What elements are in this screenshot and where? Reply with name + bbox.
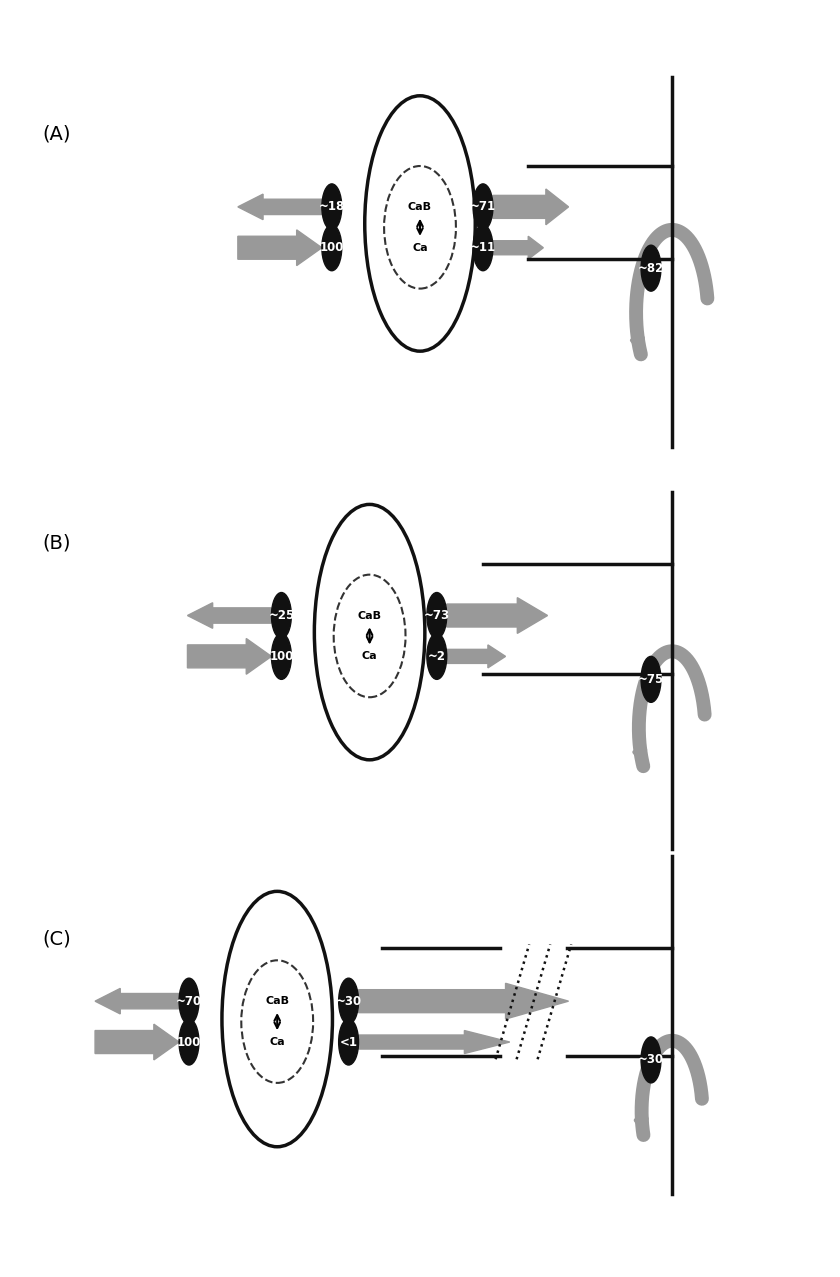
FancyArrow shape (359, 983, 569, 1019)
Text: ~30: ~30 (638, 1054, 664, 1066)
Ellipse shape (271, 633, 291, 679)
Text: 100: 100 (269, 650, 294, 663)
Text: (A): (A) (42, 125, 71, 143)
Text: CaB: CaB (408, 202, 432, 212)
Ellipse shape (473, 184, 493, 230)
Text: ~71: ~71 (470, 200, 496, 213)
Text: <1: <1 (339, 1036, 358, 1048)
Text: ~82: ~82 (638, 262, 664, 275)
Text: 100: 100 (319, 241, 344, 254)
Text: ~2: ~2 (428, 650, 446, 663)
Text: (C): (C) (42, 930, 71, 948)
FancyArrow shape (493, 189, 569, 225)
Ellipse shape (641, 245, 661, 291)
Text: ~18: ~18 (318, 200, 345, 213)
Ellipse shape (641, 656, 661, 702)
Text: 100: 100 (176, 1036, 202, 1048)
Text: CaB: CaB (358, 610, 381, 621)
Ellipse shape (179, 978, 199, 1024)
Text: ~73: ~73 (423, 609, 450, 622)
Ellipse shape (641, 1037, 661, 1083)
Ellipse shape (427, 593, 447, 638)
Text: Ca: Ca (412, 243, 428, 253)
Ellipse shape (339, 978, 359, 1024)
Ellipse shape (271, 593, 291, 638)
FancyArrow shape (238, 194, 322, 220)
Text: ~75: ~75 (638, 673, 664, 686)
FancyArrow shape (493, 236, 543, 259)
Text: Ca: Ca (362, 651, 377, 661)
Ellipse shape (322, 225, 342, 271)
Text: ~70: ~70 (176, 995, 202, 1008)
FancyArrow shape (95, 988, 179, 1014)
Text: Ca: Ca (270, 1037, 285, 1047)
Ellipse shape (473, 225, 493, 271)
Ellipse shape (322, 184, 342, 230)
FancyArrow shape (359, 1031, 510, 1054)
Text: ~11: ~11 (470, 241, 496, 254)
Ellipse shape (179, 1019, 199, 1065)
FancyArrow shape (447, 645, 506, 668)
FancyArrow shape (187, 638, 271, 674)
FancyArrow shape (238, 230, 322, 266)
Text: (B): (B) (42, 534, 71, 552)
Text: CaB: CaB (265, 996, 289, 1006)
FancyArrow shape (447, 598, 548, 633)
FancyArrow shape (95, 1024, 179, 1060)
Ellipse shape (427, 633, 447, 679)
Text: ~30: ~30 (335, 995, 362, 1008)
FancyArrow shape (187, 603, 271, 628)
Ellipse shape (339, 1019, 359, 1065)
Text: ~25: ~25 (268, 609, 295, 622)
